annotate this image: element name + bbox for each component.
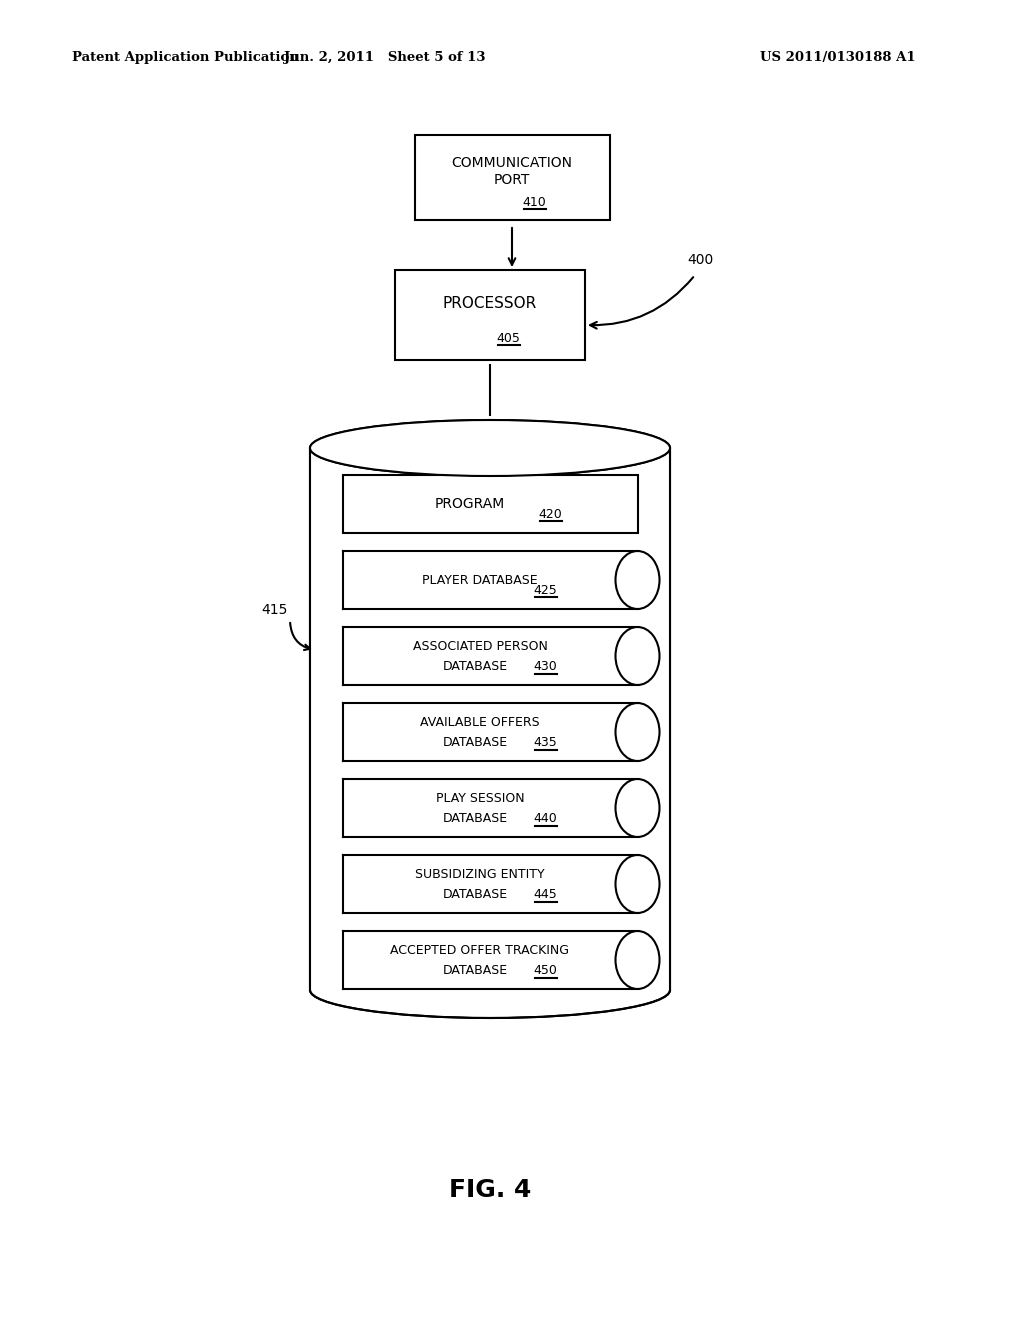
Text: ASSOCIATED PERSON: ASSOCIATED PERSON [413,640,548,653]
Ellipse shape [615,550,659,609]
Bar [342,704,638,762]
Text: PLAY SESSION: PLAY SESSION [435,792,524,805]
Ellipse shape [615,931,659,989]
Text: 430: 430 [534,660,557,673]
Text: 405: 405 [496,331,520,345]
Text: COMMUNICATION
PORT: COMMUNICATION PORT [452,156,572,186]
Text: 420: 420 [539,507,562,520]
Ellipse shape [615,779,659,837]
Text: Patent Application Publication: Patent Application Publication [72,51,299,65]
Text: 400: 400 [687,253,713,267]
Bar [342,855,638,913]
Ellipse shape [310,420,670,477]
Text: PLAYER DATABASE: PLAYER DATABASE [422,573,538,586]
Bar [342,627,638,685]
Text: DATABASE: DATABASE [442,660,508,673]
Text: PROCESSOR: PROCESSOR [442,296,538,310]
Ellipse shape [615,855,659,913]
Ellipse shape [310,420,670,477]
Text: AVAILABLE OFFERS: AVAILABLE OFFERS [420,717,540,730]
Text: 445: 445 [534,888,557,902]
Bar [342,550,638,609]
Ellipse shape [310,962,670,1018]
Text: 410: 410 [522,195,546,209]
Text: 425: 425 [534,583,557,597]
Text: 435: 435 [534,737,557,750]
Text: DATABASE: DATABASE [442,737,508,750]
Text: DATABASE: DATABASE [442,813,508,825]
Text: FIG. 4: FIG. 4 [449,1177,531,1203]
Bar [395,271,585,360]
Bar [342,931,638,989]
Text: PROGRAM: PROGRAM [435,498,505,511]
Text: US 2011/0130188 A1: US 2011/0130188 A1 [760,51,915,65]
Bar [342,779,638,837]
Text: 440: 440 [534,813,557,825]
Bar [415,135,609,220]
Text: 415: 415 [262,603,288,616]
Bar [310,447,670,990]
Text: DATABASE: DATABASE [442,888,508,902]
Text: SUBSIDIZING ENTITY: SUBSIDIZING ENTITY [415,869,545,882]
Ellipse shape [615,704,659,762]
Text: DATABASE: DATABASE [442,965,508,978]
Ellipse shape [615,627,659,685]
Text: 450: 450 [534,965,557,978]
Bar [342,475,638,533]
Text: ACCEPTED OFFER TRACKING: ACCEPTED OFFER TRACKING [390,945,569,957]
Text: Jun. 2, 2011   Sheet 5 of 13: Jun. 2, 2011 Sheet 5 of 13 [285,51,485,65]
